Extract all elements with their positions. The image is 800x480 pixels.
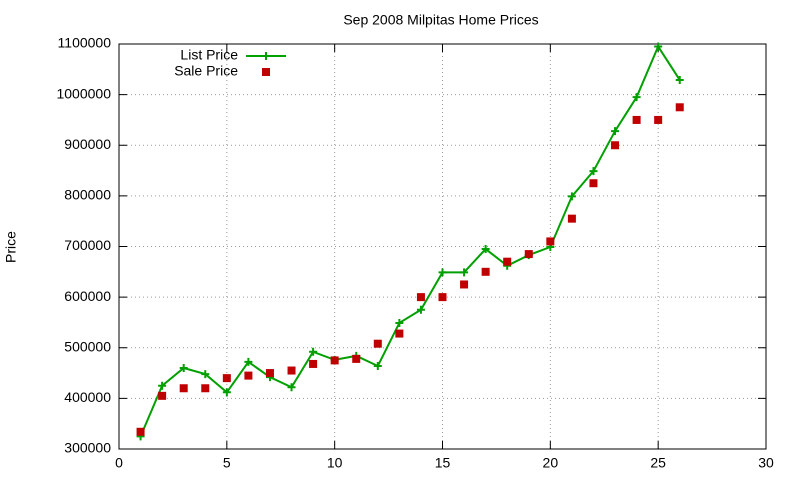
data-point (460, 280, 469, 289)
data-point (503, 257, 512, 266)
data-point (654, 115, 663, 124)
data-point (352, 354, 361, 363)
chart-title: Sep 2008 Milpitas Home Prices (343, 12, 538, 28)
data-point (438, 268, 447, 277)
data-point (287, 383, 296, 392)
data-point (567, 192, 576, 201)
data-point (373, 339, 382, 348)
x-tick-label: 30 (758, 455, 774, 471)
data-point (416, 305, 425, 314)
y-tick-label: 500000 (64, 338, 111, 354)
data-point (244, 371, 253, 380)
data-point (222, 374, 231, 383)
y-tick-label: 1000000 (56, 85, 111, 101)
data-point (567, 214, 576, 223)
data-point (546, 237, 555, 246)
y-tick-label: 400000 (64, 389, 111, 405)
data-point (158, 391, 167, 400)
series-line (139, 44, 681, 437)
data-point (438, 293, 447, 302)
data-point (611, 141, 620, 150)
data-point (675, 75, 684, 84)
legend-label: Sale Price (174, 63, 238, 79)
data-point (309, 347, 318, 356)
data-point (222, 388, 231, 397)
data-point (481, 245, 490, 254)
data-point (395, 329, 404, 338)
data-point (201, 384, 210, 393)
data-point (654, 42, 663, 51)
data-point (287, 366, 296, 375)
data-point (244, 357, 253, 366)
y-tick-label: 900000 (64, 136, 111, 152)
data-point (309, 359, 318, 368)
data-point (373, 361, 382, 370)
data-point (158, 381, 167, 390)
y-tick-label: 800000 (64, 187, 111, 203)
data-point (265, 369, 274, 378)
data-point (611, 127, 620, 136)
data-point (416, 293, 425, 302)
data-point (589, 167, 598, 176)
legend-symbol (262, 68, 270, 76)
data-point (460, 268, 469, 277)
data-point (632, 115, 641, 124)
x-tick-label: 20 (543, 455, 559, 471)
data-point (330, 356, 339, 365)
y-tick-label: 600000 (64, 288, 111, 304)
legend-symbol (262, 52, 270, 60)
x-tick-label: 5 (223, 455, 231, 471)
data-point (395, 318, 404, 327)
y-tick-label: 1100000 (58, 35, 112, 51)
x-tick-label: 10 (327, 455, 343, 471)
data-point (136, 427, 145, 436)
x-tick-label: 25 (650, 455, 666, 471)
data-point (179, 364, 188, 372)
legend-label: List Price (180, 47, 238, 63)
y-tick-label: 700000 (64, 237, 111, 253)
data-point (524, 250, 533, 259)
x-tick-label: 15 (435, 455, 451, 471)
data-point (201, 370, 210, 379)
data-point (675, 103, 684, 112)
data-point (632, 93, 641, 102)
data-point (589, 179, 598, 188)
plot-frame (118, 43, 767, 450)
y-axis-label: Price (3, 231, 19, 263)
y-tick-label: 300000 (64, 440, 111, 456)
data-point (481, 267, 490, 276)
data-point (179, 384, 188, 393)
x-tick-label: 0 (115, 455, 123, 471)
